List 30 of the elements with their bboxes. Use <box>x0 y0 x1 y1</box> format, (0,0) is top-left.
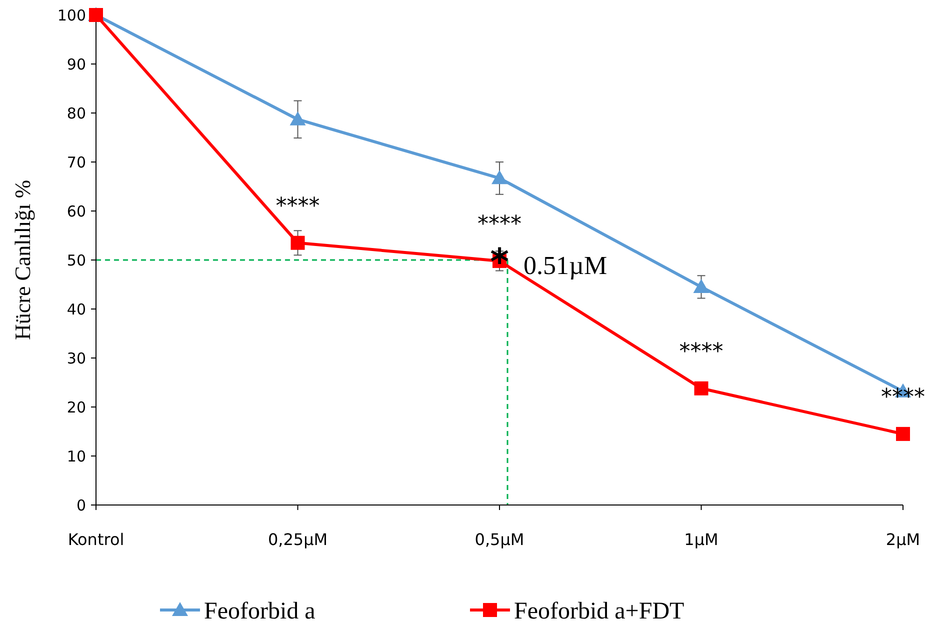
point <box>290 236 305 250</box>
x-tick-label: 1µM <box>684 530 718 549</box>
annotation: 0.51µM <box>524 251 608 280</box>
y-tick-label: 50 <box>66 251 86 270</box>
y-axis-title: Hücre Canlılığı % <box>10 180 35 340</box>
point <box>290 111 306 126</box>
y-tick-label: 100 <box>57 6 86 24</box>
legend-label: Feoforbid a <box>204 598 316 624</box>
y-tick-label: 20 <box>66 398 86 416</box>
legend-label: Feoforbid a+FDT <box>514 598 685 624</box>
x-tick-label: Kontrol <box>68 530 124 549</box>
y-tick-label: 90 <box>66 55 86 74</box>
y-tick-label: 80 <box>66 104 86 122</box>
x-tick-label: 0,5µM <box>474 530 524 549</box>
y-tick-label: 10 <box>66 447 86 466</box>
point <box>896 426 910 441</box>
annotation: **** <box>679 339 724 364</box>
x-tick-label: 2µM <box>886 530 920 549</box>
y-tick-label: 60 <box>66 202 86 220</box>
y-tick-label: 70 <box>66 153 86 172</box>
point <box>492 170 508 184</box>
x-tick-label: 0,25µM <box>268 530 328 549</box>
point <box>693 278 710 293</box>
y-tick-label: 40 <box>66 300 86 318</box>
annotation: **** <box>276 194 320 219</box>
annotation: **** <box>478 212 522 237</box>
y-tick-label: 0 <box>76 496 86 514</box>
annotation: **** <box>881 384 925 410</box>
point <box>694 381 708 396</box>
y-tick-label: 30 <box>66 349 86 368</box>
